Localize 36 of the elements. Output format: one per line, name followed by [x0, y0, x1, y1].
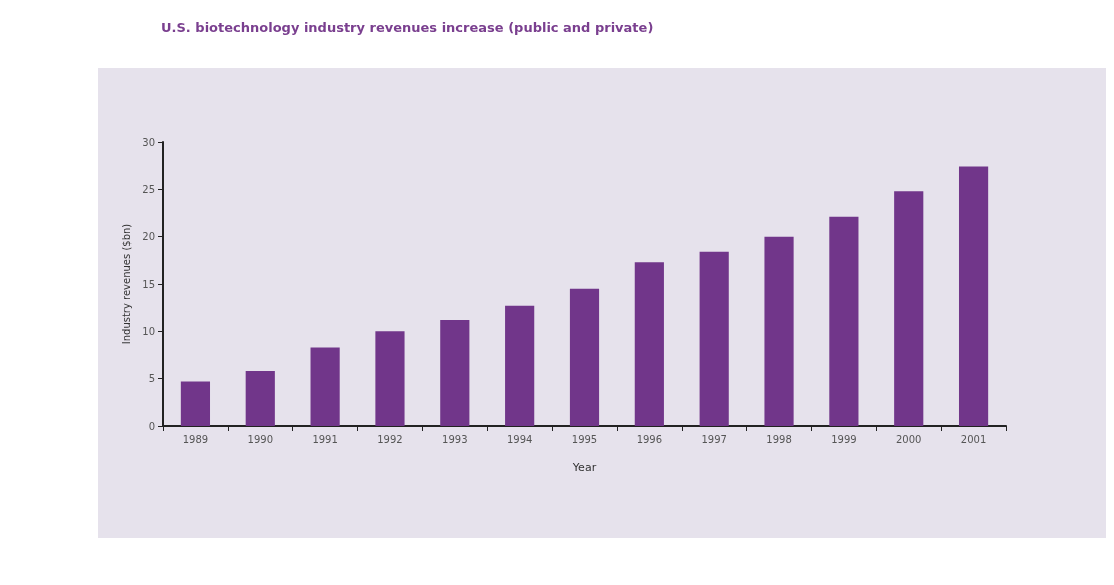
x-tick-label: 2000	[896, 433, 922, 445]
x-tick-label: 1990	[247, 433, 273, 445]
bar	[958, 166, 989, 426]
bar	[894, 191, 924, 426]
y-tick-label: 30	[142, 136, 155, 148]
bar	[245, 371, 275, 426]
x-tick-label: 1993	[442, 433, 468, 445]
x-tick-label: 1994	[506, 433, 533, 445]
x-axis-title: Year	[571, 461, 597, 474]
y-tick-label: 5	[148, 373, 155, 385]
y-tick-label: 15	[142, 278, 155, 290]
bar	[310, 347, 340, 426]
y-tick-label: 20	[142, 231, 155, 243]
bar	[505, 305, 535, 426]
y-axis-title: Industry revenues ($bn)	[120, 223, 132, 345]
y-tick-label: 25	[142, 183, 155, 195]
bar	[440, 319, 470, 426]
x-tick-label: 1999	[831, 433, 857, 445]
x-tick-label: 1989	[182, 433, 209, 445]
x-tick-label: 2001	[960, 433, 987, 445]
chart-title: U.S. biotechnology industry revenues increase (public and private)	[161, 20, 654, 35]
bar	[180, 381, 211, 426]
bar	[764, 236, 794, 426]
x-tick-label: 1992	[377, 433, 403, 445]
x-tick-label: 1991	[312, 433, 338, 445]
x-tick-label: 1998	[766, 433, 792, 445]
bar	[375, 331, 405, 426]
x-tick-label: 1995	[571, 433, 598, 445]
bar	[699, 251, 729, 426]
bar	[569, 288, 600, 426]
bar	[634, 262, 664, 426]
x-tick-label: 1997	[701, 433, 727, 445]
bar	[829, 216, 859, 426]
y-tick-label: 0	[148, 420, 155, 432]
y-tick-label: 10	[142, 325, 155, 337]
x-tick-label: 1996	[636, 433, 663, 445]
